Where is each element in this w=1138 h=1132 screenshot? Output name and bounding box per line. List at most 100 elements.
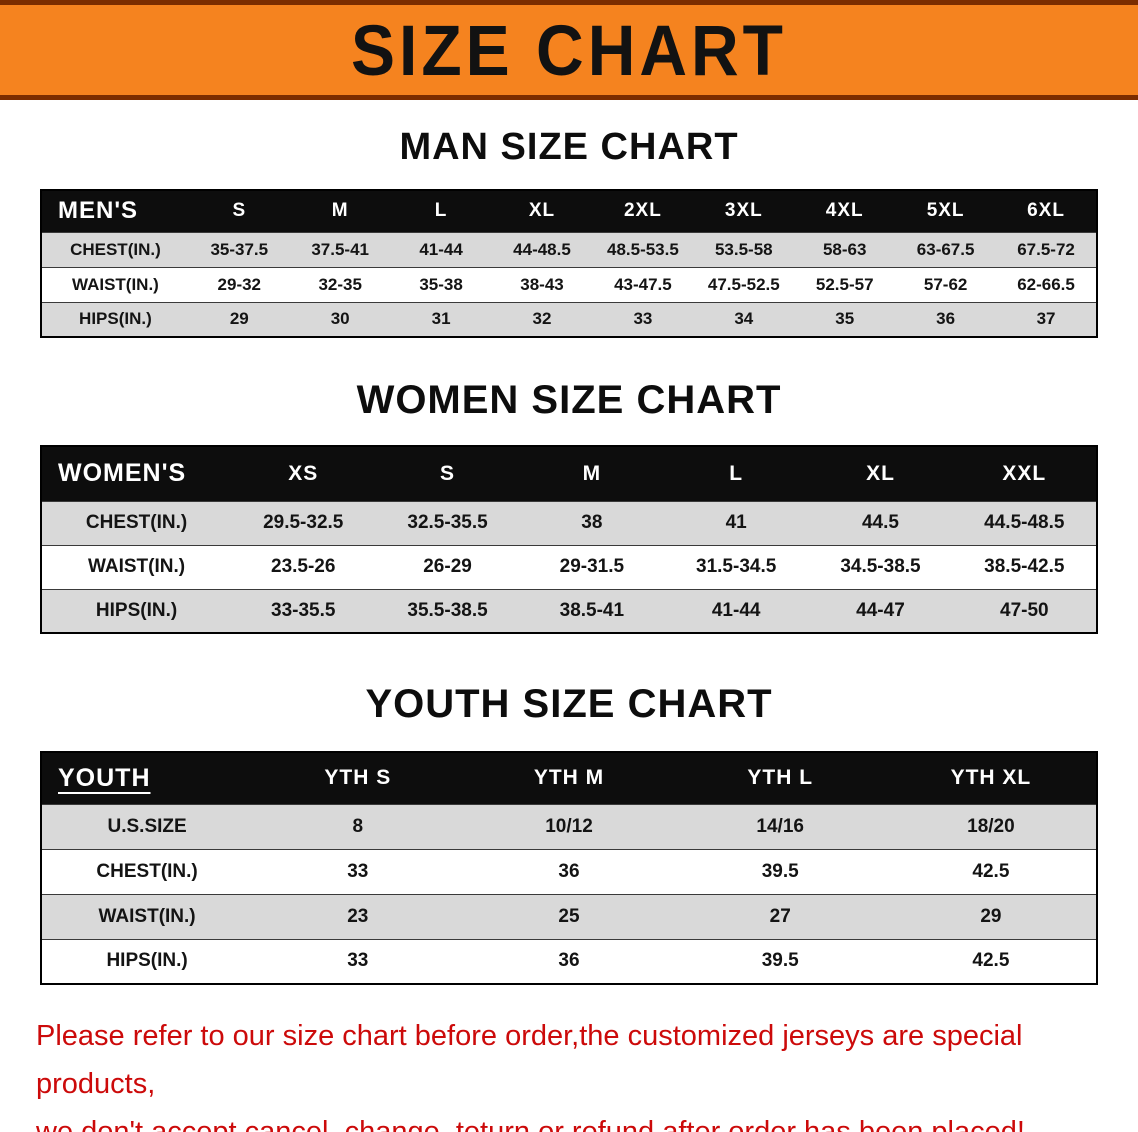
size-column-header: M	[519, 446, 665, 501]
size-value: 10/12	[463, 803, 675, 849]
size-value: 53.5-58	[693, 231, 795, 267]
disclaimer-line-2: we don't accept cancel, change, teturn o…	[36, 1115, 1025, 1132]
size-column-header: XL	[491, 190, 593, 232]
table-row: CHEST(IN.) 29.5-32.5 32.5-35.5 38 41 44.5 44.5…	[41, 500, 1097, 545]
table-corner-label: YOUTH	[41, 752, 253, 804]
size-value: 33-35.5	[231, 588, 376, 633]
size-value: 36	[463, 848, 675, 894]
size-value: 44.5	[808, 500, 953, 545]
size-value: 8	[252, 803, 464, 849]
size-value: 25	[463, 893, 675, 939]
size-value: 35-38	[390, 266, 492, 302]
size-value: 39.5	[674, 938, 886, 984]
size-value: 62-66.5	[996, 266, 1097, 302]
size-column-header: M	[289, 190, 391, 232]
measurement-label: HIPS(IN.)	[41, 938, 253, 984]
table-row: U.S.SIZE 8 10/12 14/16 18/20	[41, 803, 1097, 849]
size-value: 32.5-35.5	[375, 500, 520, 545]
size-value: 38.5-41	[519, 588, 665, 633]
size-value: 67.5-72	[996, 231, 1097, 267]
size-value: 32-35	[289, 266, 391, 302]
size-column-header: 6XL	[996, 190, 1097, 232]
size-column-header: L	[664, 446, 809, 501]
size-value: 29	[188, 301, 290, 337]
size-column-header: L	[390, 190, 492, 232]
table-row: CHEST(IN.) 35-37.5 37.5-41 41-44 44-48.5 48.5…	[41, 231, 1097, 267]
size-value: 32	[491, 301, 593, 337]
size-value: 63-67.5	[895, 231, 997, 267]
youth-size-section: YOUTH SIZE CHART YOUTH YTH S YTH M YTH L YTH…	[0, 682, 1138, 985]
table-row: HIPS(IN.) 33 36 39.5 42.5	[41, 938, 1097, 984]
table-row: WAIST(IN.) 29-32 32-35 35-38 38-43 43-47.5 47.…	[41, 266, 1097, 302]
size-value: 29-32	[188, 266, 290, 302]
men-size-section: MAN SIZE CHART MEN'S S M L XL 2XL 3XL 4XL 5XL 6XL…	[0, 126, 1138, 338]
size-value: 37.5-41	[289, 231, 391, 267]
women-section-heading: WOMEN SIZE CHART	[356, 378, 782, 422]
size-value: 35	[794, 301, 896, 337]
size-column-header: XL	[808, 446, 953, 501]
size-column-header: 2XL	[592, 190, 694, 232]
size-column-header: S	[188, 190, 290, 232]
table-row: HIPS(IN.) 33-35.5 35.5-38.5 38.5-41 41-44 44-…	[41, 588, 1097, 633]
measurement-label: WAIST(IN.)	[41, 893, 253, 939]
size-value: 44-47	[808, 588, 953, 633]
table-header-row: MEN'S S M L XL 2XL 3XL 4XL 5XL 6XL	[41, 190, 1097, 232]
size-column-header: 5XL	[895, 190, 997, 232]
size-column-header: S	[375, 446, 520, 501]
size-value: 48.5-53.5	[592, 231, 694, 267]
size-column-header: YTH L	[674, 752, 886, 804]
size-column-header: YTH XL	[885, 752, 1097, 804]
size-value: 31	[390, 301, 492, 337]
size-value: 29.5-32.5	[231, 500, 376, 545]
size-value: 14/16	[674, 803, 886, 849]
youth-size-table: YOUTH YTH S YTH M YTH L YTH XL U.S.SIZE 8 10/12…	[40, 751, 1098, 985]
size-value: 29-31.5	[519, 544, 665, 589]
measurement-label: U.S.SIZE	[41, 803, 253, 849]
measurement-label: WAIST(IN.)	[41, 544, 232, 589]
size-value: 37	[996, 301, 1097, 337]
size-value: 38.5-42.5	[952, 544, 1097, 589]
size-value: 30	[289, 301, 391, 337]
table-header-row: WOMEN'S XS S M L XL XXL	[41, 446, 1097, 501]
size-column-header: XXL	[952, 446, 1097, 501]
table-row: HIPS(IN.) 29 30 31 32 33 34 35 36 37	[41, 301, 1097, 337]
women-size-table: WOMEN'S XS S M L XL XXL CHEST(IN.) 29.5-32.5 32.5…	[40, 445, 1098, 634]
size-value: 34	[693, 301, 795, 337]
size-value: 44-48.5	[491, 231, 593, 267]
size-value: 26-29	[375, 544, 520, 589]
size-column-header: YTH S	[252, 752, 464, 804]
table-header-row: YOUTH YTH S YTH M YTH L YTH XL	[41, 752, 1097, 804]
title-banner: SIZE CHART	[0, 0, 1138, 100]
size-value: 23.5-26	[231, 544, 376, 589]
measurement-label: CHEST(IN.)	[41, 848, 253, 894]
size-value: 35-37.5	[188, 231, 290, 267]
size-value: 27	[674, 893, 886, 939]
size-value: 47.5-52.5	[693, 266, 795, 302]
youth-section-heading: YOUTH SIZE CHART	[365, 682, 773, 726]
size-value: 36	[895, 301, 997, 337]
size-value: 42.5	[885, 848, 1097, 894]
size-value: 41	[664, 500, 809, 545]
men-section-heading: MAN SIZE CHART	[399, 126, 739, 168]
measurement-label: CHEST(IN.)	[41, 500, 232, 545]
size-value: 18/20	[885, 803, 1097, 849]
size-value: 34.5-38.5	[808, 544, 953, 589]
size-value: 41-44	[664, 588, 809, 633]
measurement-label: HIPS(IN.)	[41, 301, 189, 337]
size-value: 47-50	[952, 588, 1097, 633]
size-value: 33	[592, 301, 694, 337]
table-row: WAIST(IN.) 23 25 27 29	[41, 893, 1097, 939]
measurement-label: CHEST(IN.)	[41, 231, 189, 267]
size-column-header: 3XL	[693, 190, 795, 232]
table-row: CHEST(IN.) 33 36 39.5 42.5	[41, 848, 1097, 894]
size-value: 39.5	[674, 848, 886, 894]
size-value: 58-63	[794, 231, 896, 267]
size-value: 31.5-34.5	[664, 544, 809, 589]
size-value: 44.5-48.5	[952, 500, 1097, 545]
women-size-section: WOMEN SIZE CHART WOMEN'S XS S M L XL XXL CHEST(…	[0, 378, 1138, 634]
page-title: SIZE CHART	[351, 10, 787, 90]
size-value: 42.5	[885, 938, 1097, 984]
size-column-header: 4XL	[794, 190, 896, 232]
size-value: 33	[252, 938, 464, 984]
